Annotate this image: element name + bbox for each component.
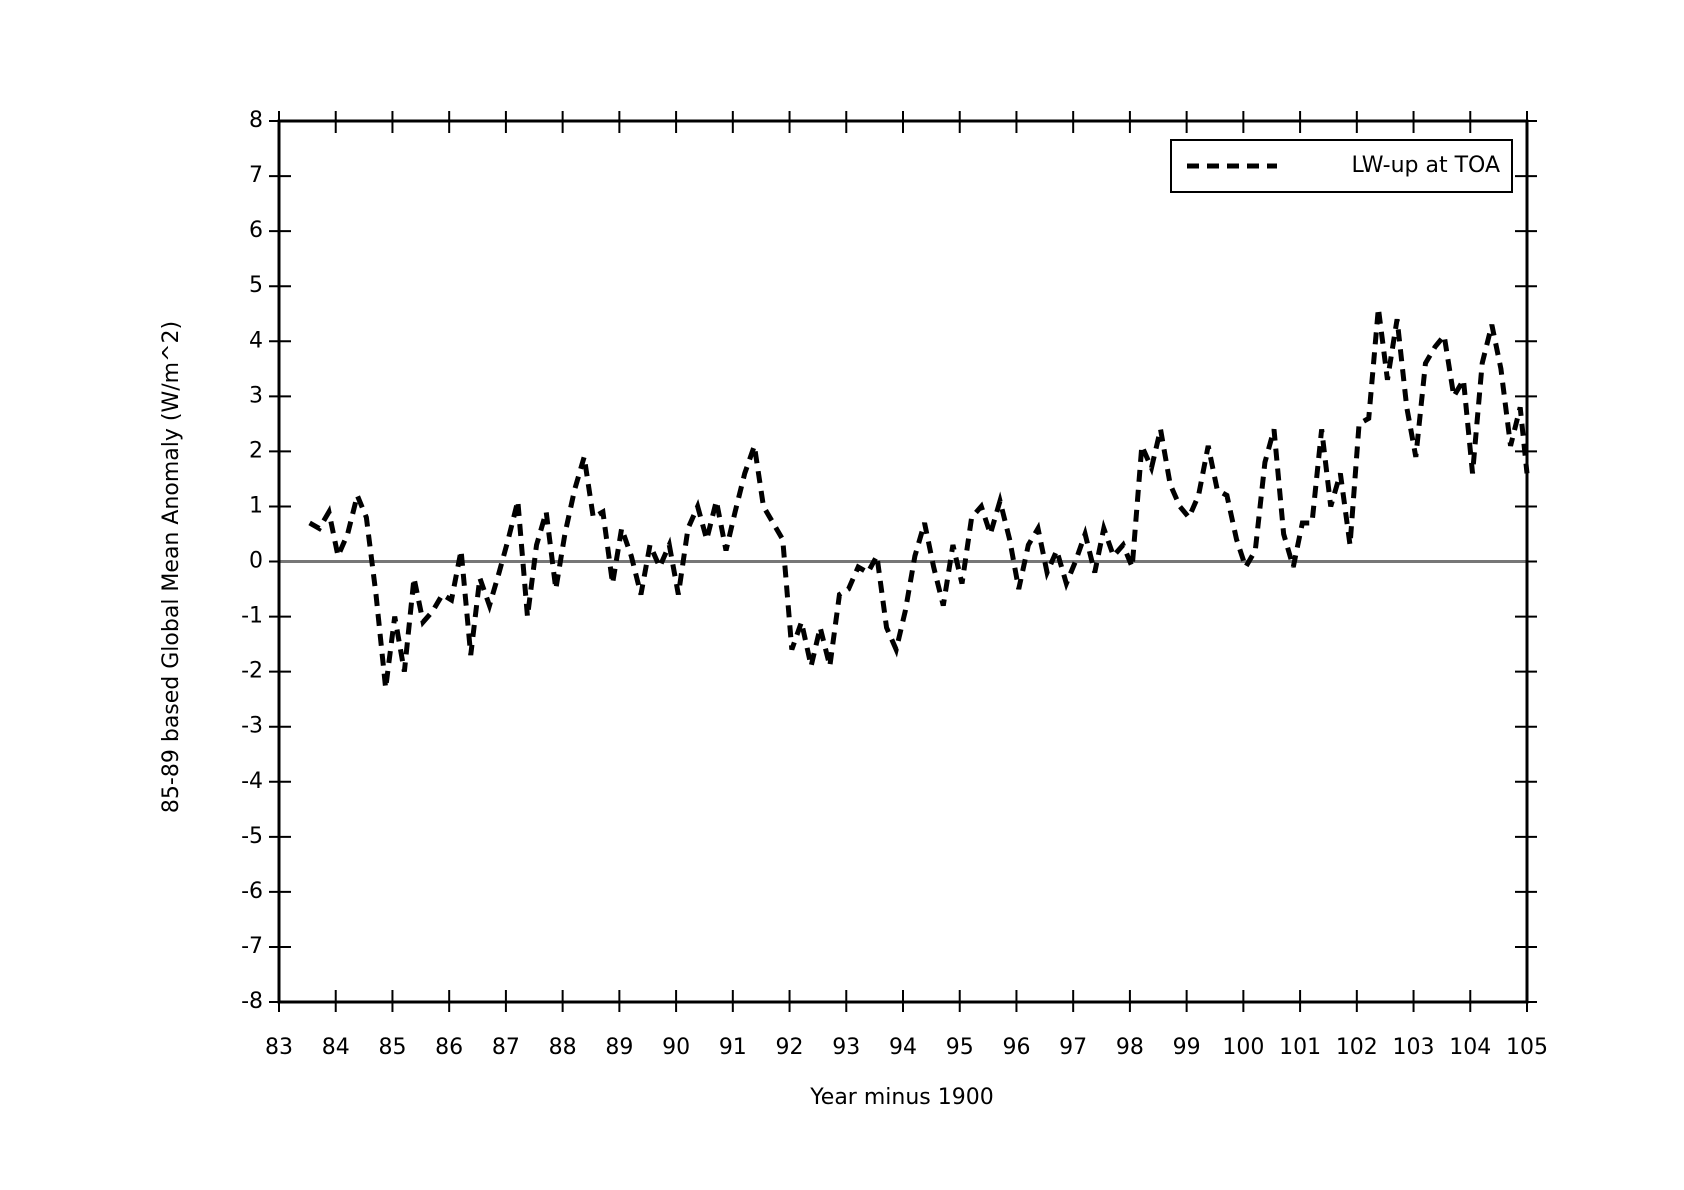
x-axis-label: Year minus 1900 [809,1085,993,1110]
x-tick-label: 101 [1279,1035,1321,1060]
x-tick-label: 86 [435,1035,463,1060]
y-tick-label: 4 [249,328,263,353]
y-tick-label: -3 [241,714,263,739]
x-tick-label: 83 [265,1035,293,1060]
y-tick-label: -2 [241,659,263,684]
y-tick-label: -4 [241,769,263,794]
x-tick-label: 85 [378,1035,406,1060]
y-tick-label: 2 [249,438,263,463]
y-tick-label: 3 [249,383,263,408]
data-line [308,307,1530,689]
y-tick-label: 7 [249,163,263,188]
x-tick-label: 97 [1059,1035,1087,1060]
y-tick-label: -6 [241,879,263,904]
y-tick-label: 6 [249,218,263,243]
y-tick-label: -5 [241,824,263,849]
x-tick-label: 96 [1002,1035,1030,1060]
legend-label: LW-up at TOA [1352,153,1500,178]
x-tick-label: 95 [946,1035,974,1060]
x-tick-label: 88 [549,1035,577,1060]
x-tick-label: 100 [1222,1035,1264,1060]
y-tick-label: 1 [249,493,263,518]
x-tick-label: 90 [662,1035,690,1060]
x-tick-label: 91 [719,1035,747,1060]
y-tick-label: 0 [249,549,263,574]
x-tick-label: 84 [322,1035,350,1060]
y-tick-label: 5 [249,273,263,298]
x-tick-label: 104 [1449,1035,1491,1060]
y-tick-label: -7 [241,934,263,959]
x-tick-label: 98 [1116,1035,1144,1060]
x-tick-label: 103 [1393,1035,1435,1060]
x-tick-label: 92 [776,1035,804,1060]
x-tick-label: 94 [889,1035,917,1060]
x-tick-label: 105 [1506,1035,1548,1060]
x-tick-label: 87 [492,1035,520,1060]
x-tick-label: 93 [832,1035,860,1060]
y-tick-label: 8 [249,108,263,133]
y-tick-label: -1 [241,604,263,629]
x-tick-label: 99 [1173,1035,1201,1060]
x-tick-label: 102 [1336,1035,1378,1060]
x-tick-label: 89 [605,1035,633,1060]
plot-frame [277,119,1529,1004]
y-axis-label: 85-89 based Global Mean Anomaly (W/m^2) [159,321,184,813]
y-tick-label: -8 [241,989,263,1014]
